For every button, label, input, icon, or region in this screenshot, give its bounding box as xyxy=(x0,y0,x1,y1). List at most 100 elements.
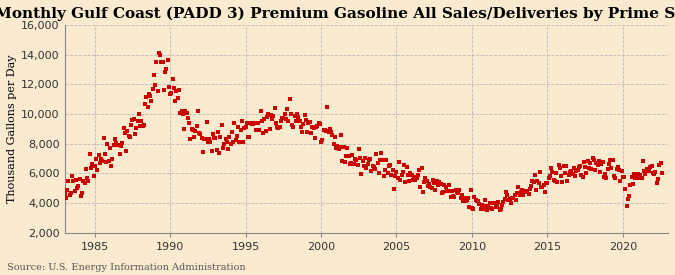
Point xyxy=(545,174,556,179)
Point xyxy=(312,124,323,128)
Point xyxy=(186,127,197,131)
Point xyxy=(124,134,134,138)
Point xyxy=(500,197,510,201)
Point xyxy=(626,175,637,180)
Point xyxy=(335,145,346,149)
Point xyxy=(520,189,531,194)
Point xyxy=(229,121,240,126)
Point xyxy=(279,111,290,116)
Point xyxy=(226,130,237,134)
Point xyxy=(76,194,86,198)
Point xyxy=(631,176,642,181)
Point xyxy=(160,70,171,75)
Point xyxy=(354,156,365,160)
Point xyxy=(153,89,163,94)
Point xyxy=(308,126,319,131)
Point xyxy=(436,191,447,195)
Point xyxy=(385,162,396,167)
Point xyxy=(543,176,554,180)
Point xyxy=(125,135,136,140)
Point xyxy=(189,135,200,139)
Point xyxy=(278,116,289,120)
Point xyxy=(284,97,295,101)
Point xyxy=(303,120,314,125)
Point xyxy=(313,121,324,125)
Point xyxy=(532,178,543,183)
Point xyxy=(267,117,277,121)
Point xyxy=(340,160,350,164)
Point xyxy=(73,184,84,189)
Point xyxy=(101,160,111,164)
Point xyxy=(171,89,182,93)
Point xyxy=(162,57,173,62)
Point xyxy=(348,162,359,166)
Point xyxy=(392,176,403,180)
Point xyxy=(367,164,378,168)
Point xyxy=(635,173,646,177)
Point xyxy=(117,141,128,145)
Point xyxy=(271,121,281,125)
Point xyxy=(455,196,466,200)
Point xyxy=(510,198,521,202)
Point xyxy=(566,169,576,174)
Point xyxy=(215,135,226,140)
Point xyxy=(99,152,110,156)
Point xyxy=(136,119,146,123)
Y-axis label: Thousand Gallons per Day: Thousand Gallons per Day xyxy=(7,55,17,203)
Point xyxy=(220,136,231,141)
Point xyxy=(103,159,114,164)
Point xyxy=(506,201,516,205)
Point xyxy=(363,158,374,163)
Point xyxy=(287,123,298,127)
Point xyxy=(182,116,193,120)
Point xyxy=(191,124,202,128)
Point xyxy=(250,128,261,133)
Point xyxy=(219,142,230,146)
Point xyxy=(545,166,556,170)
Point xyxy=(597,160,608,164)
Point xyxy=(274,125,285,129)
Point xyxy=(268,114,279,118)
Point xyxy=(317,137,328,142)
Point xyxy=(523,192,534,197)
Point xyxy=(61,196,72,200)
Point xyxy=(433,183,443,187)
Point xyxy=(630,176,641,180)
Point xyxy=(297,130,308,134)
Point xyxy=(452,190,462,194)
Point xyxy=(418,190,429,194)
Point xyxy=(304,120,315,125)
Point xyxy=(127,117,138,122)
Point xyxy=(586,166,597,171)
Point xyxy=(371,152,382,157)
Point xyxy=(77,190,88,195)
Point xyxy=(192,108,203,113)
Point xyxy=(93,153,104,157)
Point xyxy=(568,166,579,170)
Point xyxy=(151,60,162,65)
Point xyxy=(107,157,117,162)
Point xyxy=(571,169,582,174)
Point xyxy=(656,171,667,175)
Point xyxy=(539,189,550,194)
Point xyxy=(450,188,461,192)
Point xyxy=(567,172,578,176)
Point xyxy=(179,127,190,131)
Point xyxy=(583,166,594,170)
Point xyxy=(259,117,270,121)
Point xyxy=(641,167,652,171)
Point xyxy=(80,167,91,172)
Point xyxy=(430,188,441,192)
Point xyxy=(352,163,363,167)
Point xyxy=(551,171,562,175)
Point xyxy=(441,189,452,193)
Point xyxy=(531,188,541,192)
Point xyxy=(230,138,241,142)
Point xyxy=(394,160,404,164)
Point xyxy=(113,143,124,147)
Point xyxy=(84,152,95,156)
Point xyxy=(412,173,423,177)
Point xyxy=(249,121,260,125)
Point xyxy=(416,165,427,170)
Point xyxy=(271,125,282,129)
